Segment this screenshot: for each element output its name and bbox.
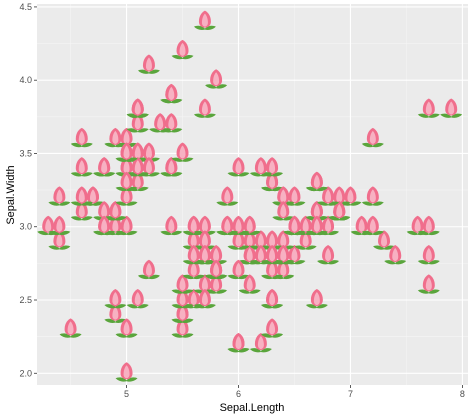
x-tick-label: 5 — [124, 389, 129, 399]
x-axis: 5 6 7 8 — [124, 385, 465, 399]
y-axis-title: Sepal.Width — [5, 165, 17, 224]
y-tick-label: 4.0 — [19, 75, 32, 85]
y-tick-label: 2.0 — [19, 368, 32, 378]
x-tick-label: 6 — [236, 389, 241, 399]
y-tick-label: 2.5 — [19, 295, 32, 305]
y-tick-label: 3.0 — [19, 222, 32, 232]
y-tick-label: 4.5 — [19, 2, 32, 12]
x-tick-label: 7 — [348, 389, 353, 399]
plot-panel — [37, 4, 468, 385]
grid-major — [37, 4, 468, 385]
x-axis-title: Sepal.Length — [220, 402, 285, 414]
y-tick-label: 3.5 — [19, 148, 32, 158]
x-tick-label: 8 — [460, 389, 465, 399]
y-axis: 2.0 2.5 3.0 3.5 4.0 4.5 — [19, 2, 37, 378]
